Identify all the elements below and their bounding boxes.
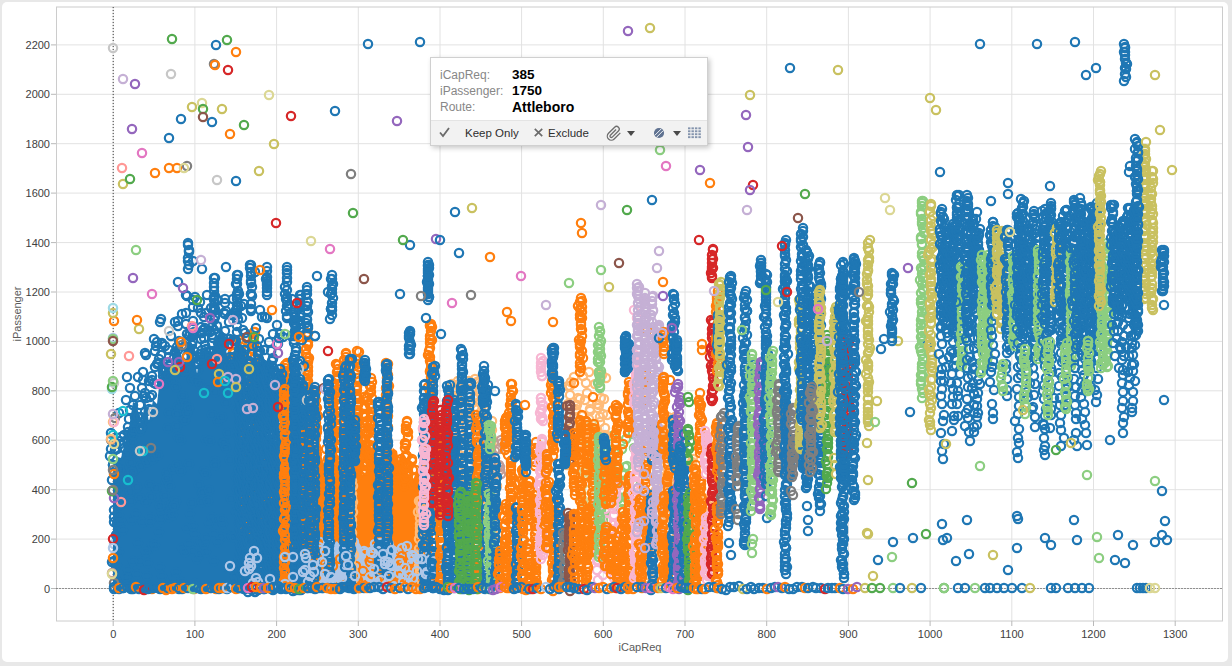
svg-text:400: 400 bbox=[431, 628, 449, 640]
svg-text:200: 200 bbox=[267, 628, 285, 640]
svg-text:0: 0 bbox=[44, 583, 50, 595]
svg-text:1100: 1100 bbox=[1000, 628, 1024, 640]
svg-text:800: 800 bbox=[758, 628, 776, 640]
svg-text:100: 100 bbox=[186, 628, 204, 640]
svg-text:2000: 2000 bbox=[26, 88, 50, 100]
svg-text:iCapReq: iCapReq bbox=[619, 641, 662, 653]
svg-text:200: 200 bbox=[32, 533, 50, 545]
svg-text:0: 0 bbox=[110, 628, 116, 640]
svg-text:400: 400 bbox=[32, 484, 50, 496]
svg-text:1200: 1200 bbox=[26, 286, 50, 298]
svg-text:1300: 1300 bbox=[1163, 628, 1187, 640]
svg-text:2200: 2200 bbox=[26, 39, 50, 51]
svg-text:1200: 1200 bbox=[1081, 628, 1105, 640]
svg-text:800: 800 bbox=[32, 385, 50, 397]
svg-text:600: 600 bbox=[32, 434, 50, 446]
svg-text:700: 700 bbox=[676, 628, 694, 640]
svg-text:1800: 1800 bbox=[26, 138, 50, 150]
svg-text:500: 500 bbox=[512, 628, 530, 640]
svg-text:600: 600 bbox=[594, 628, 612, 640]
svg-text:300: 300 bbox=[349, 628, 367, 640]
svg-text:900: 900 bbox=[839, 628, 857, 640]
svg-text:1000: 1000 bbox=[918, 628, 942, 640]
svg-text:1000: 1000 bbox=[26, 335, 50, 347]
svg-text:1600: 1600 bbox=[26, 187, 50, 199]
svg-text:1400: 1400 bbox=[26, 237, 50, 249]
svg-text:iPassenger: iPassenger bbox=[11, 286, 23, 341]
